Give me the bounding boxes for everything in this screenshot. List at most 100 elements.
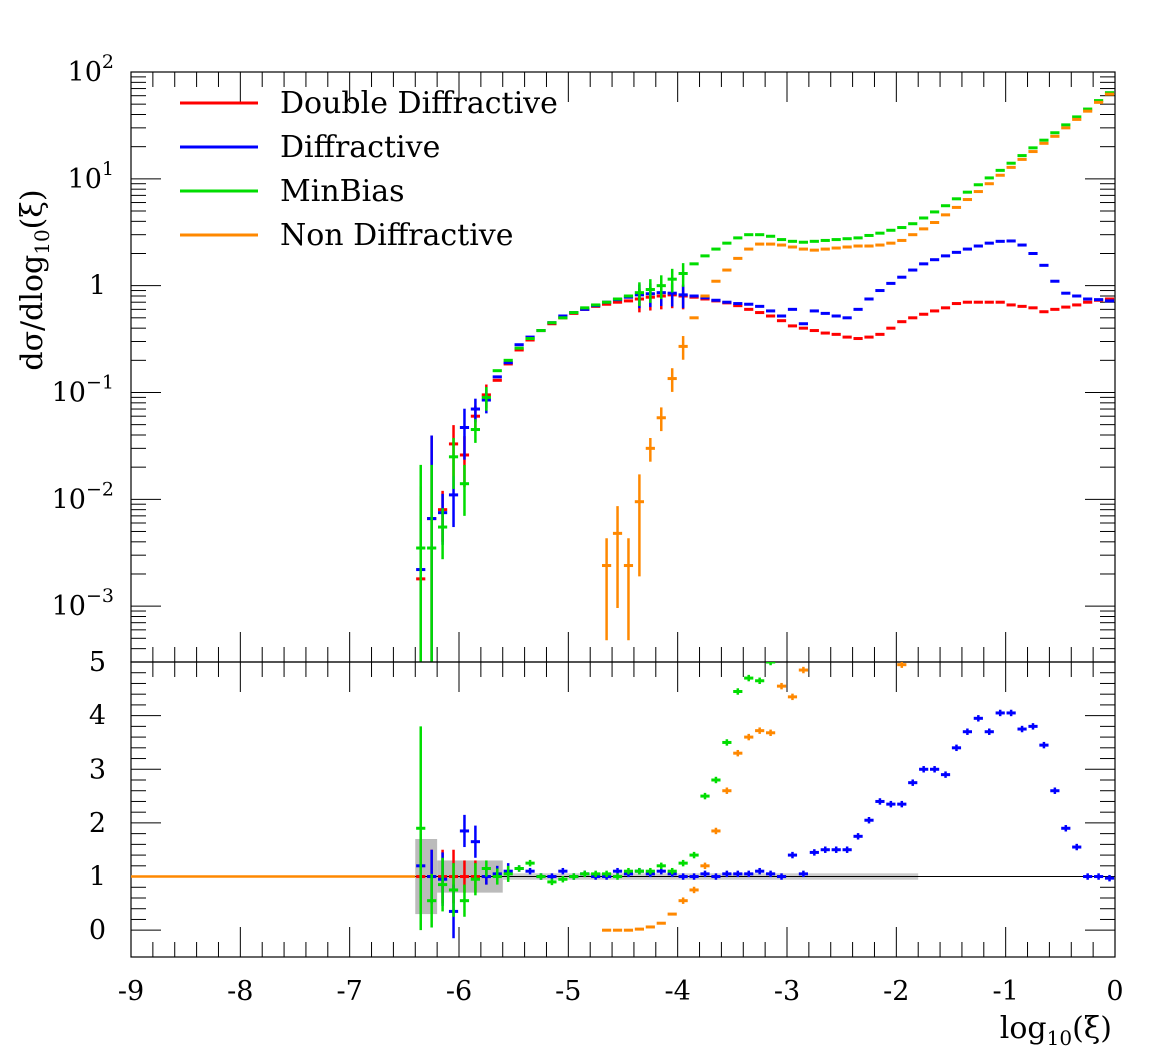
diffractive-point <box>755 867 765 875</box>
diffractive-point <box>470 398 480 423</box>
legend-item-minbias: MinBias <box>180 174 405 209</box>
diffractive-point <box>459 814 470 848</box>
minbias-point <box>700 792 710 800</box>
diffractive-point <box>820 846 830 853</box>
y-tick-exponent: 2 <box>102 51 114 73</box>
y-tick-exponent: −1 <box>86 371 114 393</box>
y-tick-label: 101 <box>68 158 114 195</box>
diffractive-point <box>886 800 896 808</box>
minbias-point <box>416 464 426 662</box>
x-tick-label: -1 <box>993 976 1019 1007</box>
diffractive-point <box>711 873 721 880</box>
non-diffractive-point <box>798 666 808 674</box>
minbias-point <box>667 268 677 293</box>
non-diffractive-point <box>700 862 710 870</box>
non-diffractive-point <box>776 682 787 690</box>
main-marks <box>416 91 1115 662</box>
non-diffractive-point <box>678 336 688 360</box>
non-diffractive-point <box>645 437 655 462</box>
minbias-point <box>481 860 491 877</box>
non-diffractive-point <box>722 787 732 794</box>
diffractive-point <box>1006 709 1016 717</box>
minbias-point <box>470 419 480 443</box>
minbias-point <box>744 674 754 682</box>
diffractive-point <box>1017 725 1027 733</box>
y-tick-label: 102 <box>68 51 114 88</box>
x-tick-label: -7 <box>337 976 363 1007</box>
y-tick-label: 10−1 <box>52 371 114 408</box>
minbias-point <box>733 688 743 695</box>
ratio-y-tick-label: 2 <box>89 808 106 839</box>
non-diffractive-point <box>623 538 634 641</box>
x-tick-label: -3 <box>774 976 800 1007</box>
diffractive-point <box>809 849 819 856</box>
minbias-point <box>580 870 590 878</box>
legend-label: Double Diffractive <box>280 86 558 121</box>
diffractive-point <box>700 870 710 878</box>
diffractive-point <box>853 833 863 840</box>
ratio-frame <box>130 661 1116 958</box>
diffractive-point <box>875 798 885 805</box>
minbias-point <box>459 464 470 516</box>
non-diffractive-point <box>711 827 721 835</box>
minbias-point <box>547 878 557 886</box>
minbias-point <box>448 863 459 917</box>
minbias-point <box>591 870 601 878</box>
minbias-point <box>427 464 437 662</box>
legend-item-diffractive: Diffractive <box>180 130 440 165</box>
diffractive-point <box>470 825 480 858</box>
diffractive-point <box>776 873 787 880</box>
minbias-point <box>755 677 765 684</box>
diffractive-point <box>930 766 940 773</box>
minbias-point <box>689 851 699 859</box>
diffractive-point <box>558 867 568 875</box>
series-minbias <box>416 91 1115 662</box>
ratio-series-minbias <box>416 632 786 931</box>
minbias-point <box>777 632 786 638</box>
minbias-point <box>492 868 502 885</box>
minbias-point <box>656 862 666 870</box>
non-diffractive-point <box>656 407 666 432</box>
diffractive-point <box>919 766 929 773</box>
diffractive-point <box>689 873 699 880</box>
non-diffractive-point <box>897 662 907 668</box>
y-tick-exponent: −2 <box>86 478 114 500</box>
x-tick-label: -5 <box>555 976 581 1007</box>
diffractive-point <box>984 728 994 735</box>
ratio-y-tick-label: 4 <box>89 701 106 732</box>
minbias-point <box>525 859 535 867</box>
minbias-point <box>503 865 513 882</box>
non-diffractive-point <box>744 733 754 741</box>
y-axis-title: dσ/dlog10(ξ) <box>15 189 54 370</box>
minbias-point <box>612 873 623 880</box>
legend-label: MinBias <box>280 174 405 209</box>
minbias-point <box>722 739 732 746</box>
minbias-point <box>438 857 448 912</box>
ratio-series-diffractive <box>416 709 1115 939</box>
y-tick-exponent: −3 <box>86 585 114 607</box>
minbias-point <box>645 279 655 303</box>
diffractive-point <box>940 771 951 778</box>
minbias-point <box>481 387 491 411</box>
diffractive-point <box>864 817 874 824</box>
diffractive-point <box>1104 874 1115 882</box>
minbias-point <box>634 867 644 875</box>
series-diffractive <box>416 239 1115 662</box>
minbias-point <box>514 865 524 872</box>
diffractive-point <box>525 867 535 875</box>
minbias-point <box>569 873 579 880</box>
diffractive-point <box>1072 843 1082 851</box>
ratio-y-tick-label: 3 <box>89 754 106 785</box>
diffractive-point <box>897 800 907 808</box>
diffractive-point <box>1028 723 1038 730</box>
y-tick-label: 10−2 <box>52 478 114 515</box>
diffractive-point <box>787 851 798 859</box>
minbias-point <box>536 873 546 880</box>
diffractive-point <box>678 873 688 880</box>
y-tick-exponent: 1 <box>102 158 114 180</box>
minbias-point <box>667 867 677 875</box>
diffractive-point <box>1039 741 1049 749</box>
minbias-point <box>634 282 644 307</box>
diffractive-point <box>831 846 841 853</box>
